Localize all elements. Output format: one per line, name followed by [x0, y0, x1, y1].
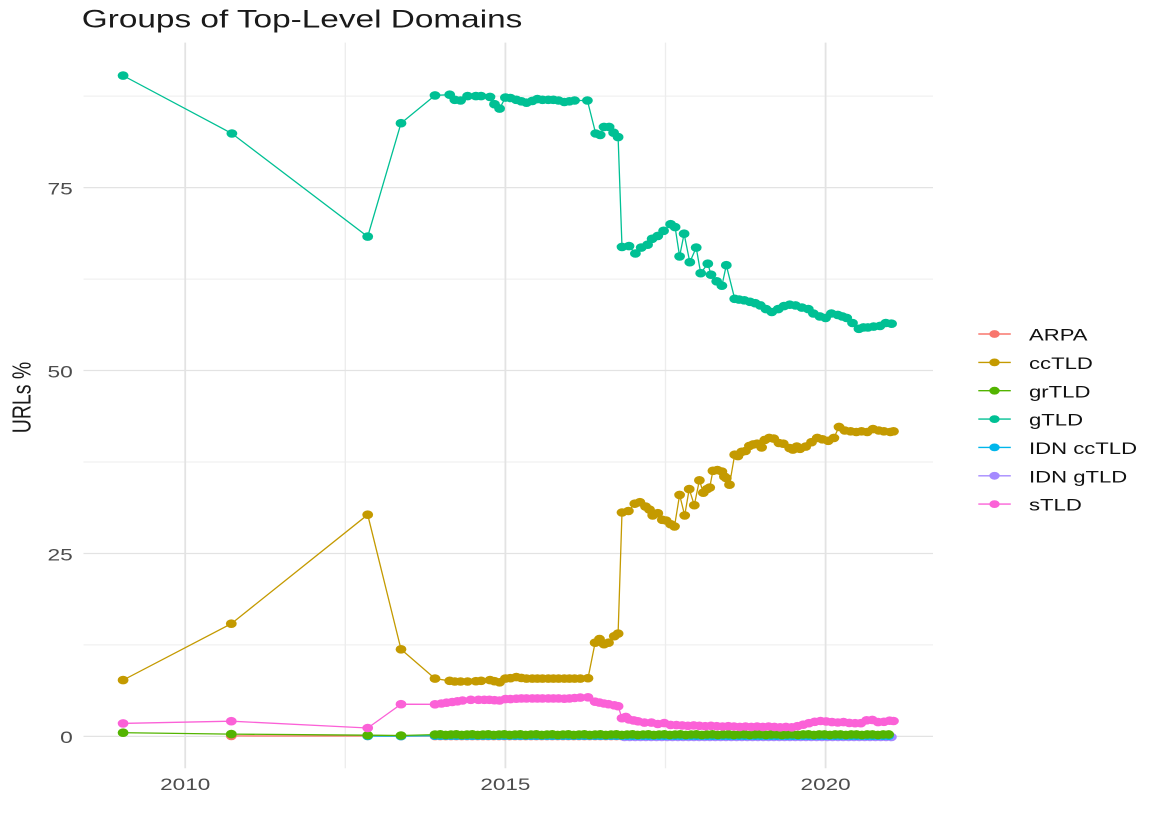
svg-text:IDN ccTLD: IDN ccTLD	[1029, 440, 1137, 459]
svg-text:IDN gTLD: IDN gTLD	[1029, 468, 1127, 487]
svg-text:2010: 2010	[160, 775, 210, 794]
svg-text:0: 0	[60, 729, 73, 748]
svg-text:URLs %: URLs %	[7, 362, 36, 433]
svg-text:sTLD: sTLD	[1029, 496, 1082, 515]
svg-text:ccTLD: ccTLD	[1029, 355, 1093, 374]
svg-text:2020: 2020	[801, 775, 851, 794]
svg-text:25: 25	[47, 546, 72, 565]
svg-text:ARPA: ARPA	[1029, 326, 1088, 345]
svg-text:gTLD: gTLD	[1029, 411, 1083, 430]
svg-text:grTLD: grTLD	[1029, 383, 1090, 402]
svg-text:2015: 2015	[480, 775, 530, 794]
svg-text:75: 75	[47, 180, 72, 199]
svg-text:Groups of Top-Level Domains: Groups of Top-Level Domains	[82, 5, 523, 33]
svg-text:50: 50	[47, 363, 72, 382]
